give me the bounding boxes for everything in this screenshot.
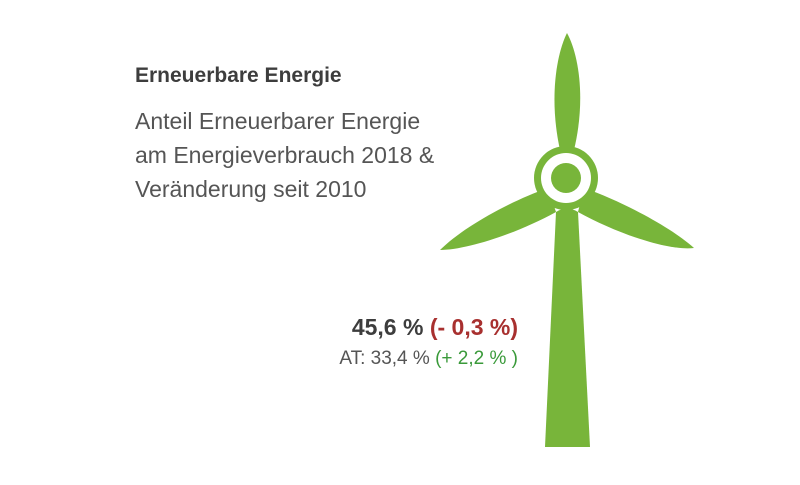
subtitle-line: Veränderung seit 2010: [135, 176, 367, 202]
title: Erneuerbare Energie: [135, 64, 342, 87]
blade: [554, 33, 581, 150]
main-change: (- 0,3 %): [429, 314, 518, 340]
blade: [578, 188, 694, 249]
main-value-row: 45,6 % (- 0,3 %): [339, 312, 518, 342]
comparison-value: AT: 33,4 %: [339, 348, 430, 369]
values: 45,6 % (- 0,3 %) AT: 33,4 % (+ 2,2 % ): [339, 312, 518, 376]
tower: [545, 208, 590, 447]
blade: [440, 188, 556, 250]
subtitle-line: am Energieverbrauch 2018 &: [135, 142, 435, 168]
comparison-row: AT: 33,4 % (+ 2,2 % ): [339, 342, 518, 376]
comparison-change: (+ 2,2 % ): [435, 348, 518, 369]
hub: [551, 163, 581, 193]
subtitle-line: Anteil Erneuerbarer Energie: [135, 108, 421, 134]
main-value: 45,6 %: [351, 314, 424, 340]
